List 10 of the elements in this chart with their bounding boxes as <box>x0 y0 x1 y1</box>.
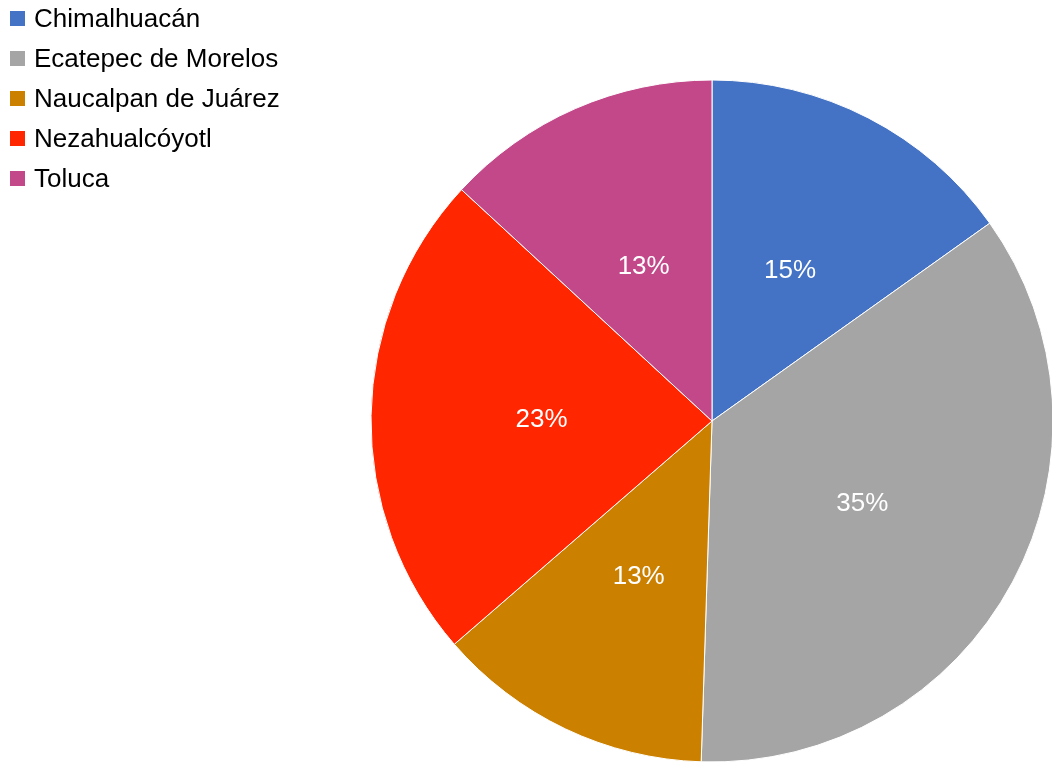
legend-label: Naucalpan de Juárez <box>34 83 280 113</box>
data-label: 23% <box>515 403 568 434</box>
data-label: 15% <box>764 254 817 285</box>
data-label: 35% <box>836 486 889 517</box>
legend-label: Ecatepec de Morelos <box>34 43 279 73</box>
legend-label: Nezahualcóyotl <box>34 123 212 153</box>
data-label: 13% <box>612 559 665 590</box>
legend-label: Toluca <box>34 163 110 193</box>
data-label: 13% <box>617 249 670 280</box>
legend-label: Chimalhuacán <box>34 3 201 33</box>
